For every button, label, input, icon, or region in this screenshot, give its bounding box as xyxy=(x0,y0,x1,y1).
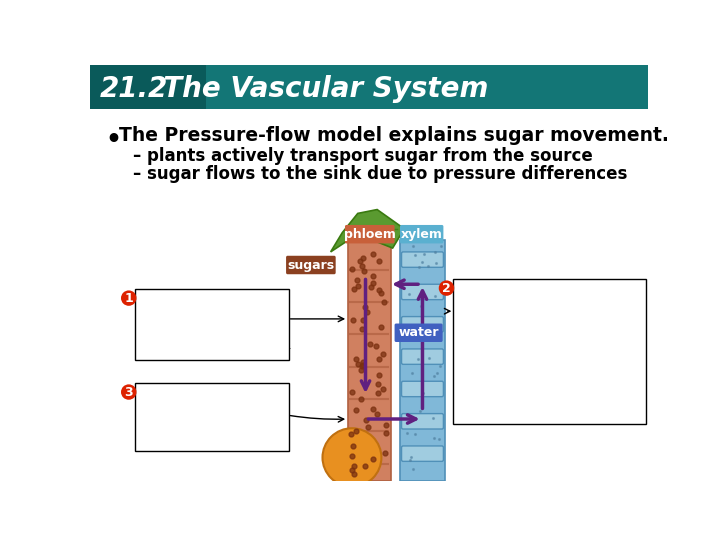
Text: Water moves from
the xylem into the
phloem by osmosis,
due to the higher
concent: Water moves from the xylem into the phlo… xyxy=(458,284,595,417)
FancyBboxPatch shape xyxy=(206,65,648,110)
Text: – plants actively transport sugar from the source: – plants actively transport sugar from t… xyxy=(132,147,593,165)
Circle shape xyxy=(438,280,454,296)
Text: 3: 3 xyxy=(125,386,133,399)
FancyBboxPatch shape xyxy=(402,414,444,429)
FancyBboxPatch shape xyxy=(135,383,289,451)
FancyBboxPatch shape xyxy=(395,323,443,342)
Text: The Vascular System: The Vascular System xyxy=(144,76,489,104)
FancyBboxPatch shape xyxy=(453,279,646,424)
Text: sugars: sugars xyxy=(287,259,334,272)
Text: water: water xyxy=(398,326,439,339)
FancyBboxPatch shape xyxy=(90,65,648,110)
FancyBboxPatch shape xyxy=(402,316,444,332)
Circle shape xyxy=(121,291,137,306)
FancyBboxPatch shape xyxy=(400,240,445,481)
Text: •: • xyxy=(106,128,122,152)
FancyBboxPatch shape xyxy=(400,225,444,244)
Text: The sugars move into
the sink, such as root
or fruit, where the are
stored.: The sugars move into the sink, such as r… xyxy=(140,388,279,446)
FancyBboxPatch shape xyxy=(345,225,395,244)
Text: xylem: xylem xyxy=(401,228,443,241)
Text: 1: 1 xyxy=(125,292,133,305)
Text: Sugars move from their
source, such as
photosynthesizing
leaves, into the phloem: Sugars move from their source, such as p… xyxy=(140,294,292,352)
FancyBboxPatch shape xyxy=(348,240,391,481)
FancyBboxPatch shape xyxy=(402,252,444,267)
Text: 2: 2 xyxy=(442,281,451,295)
Text: – sugar flows to the sink due to pressure differences: – sugar flows to the sink due to pressur… xyxy=(132,165,627,183)
FancyBboxPatch shape xyxy=(402,381,444,397)
Polygon shape xyxy=(330,210,404,252)
FancyBboxPatch shape xyxy=(402,349,444,365)
Circle shape xyxy=(323,428,382,487)
Text: phloem: phloem xyxy=(344,228,396,241)
FancyBboxPatch shape xyxy=(402,284,444,300)
Text: The Pressure-flow model explains sugar movement.: The Pressure-flow model explains sugar m… xyxy=(120,126,670,145)
FancyBboxPatch shape xyxy=(402,446,444,461)
Text: 21.2: 21.2 xyxy=(99,76,168,104)
FancyBboxPatch shape xyxy=(286,256,336,274)
FancyBboxPatch shape xyxy=(135,289,289,360)
Circle shape xyxy=(121,384,137,400)
